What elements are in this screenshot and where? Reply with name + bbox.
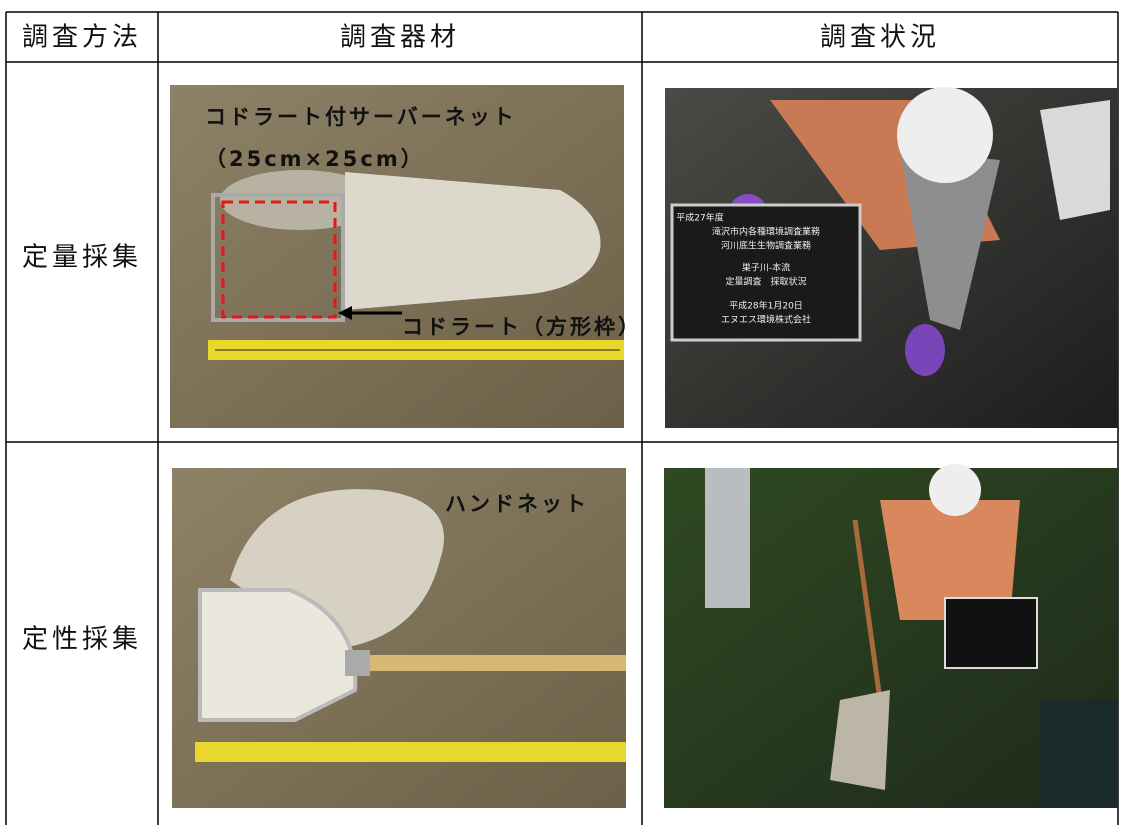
row-label: 定量採集: [22, 243, 142, 273]
sign-text: エヌエス環境株式会社: [721, 314, 811, 326]
photo-label: （25cm×25cm）: [205, 147, 425, 171]
header-cell: 調査器材: [340, 23, 460, 53]
sign-text: 河川底生生物調査業務: [721, 240, 811, 252]
photo-label: コドラート付サーバーネット: [205, 105, 517, 129]
photo-survey-1: [665, 87, 1118, 428]
header-cell: 調査状況: [820, 23, 940, 53]
photo-surber-net: [170, 85, 624, 428]
sign-text: 定量調査 採取状況: [725, 276, 806, 288]
row-label: 定性採集: [22, 625, 142, 655]
sign-text: 巣子川-本流: [742, 262, 790, 274]
photo-hand-net: [172, 468, 626, 808]
photo-survey-2: [664, 464, 1118, 808]
photo-label: ハンドネット: [445, 492, 589, 516]
sign-text: 滝沢市内各種環境調査業務: [712, 226, 820, 238]
sign-text: 平成28年1月20日: [729, 300, 803, 312]
sign-text: 平成27年度: [676, 212, 723, 224]
photo-label: コドラート（方形枠）: [402, 315, 642, 339]
header-cell: 調査方法: [22, 23, 142, 53]
